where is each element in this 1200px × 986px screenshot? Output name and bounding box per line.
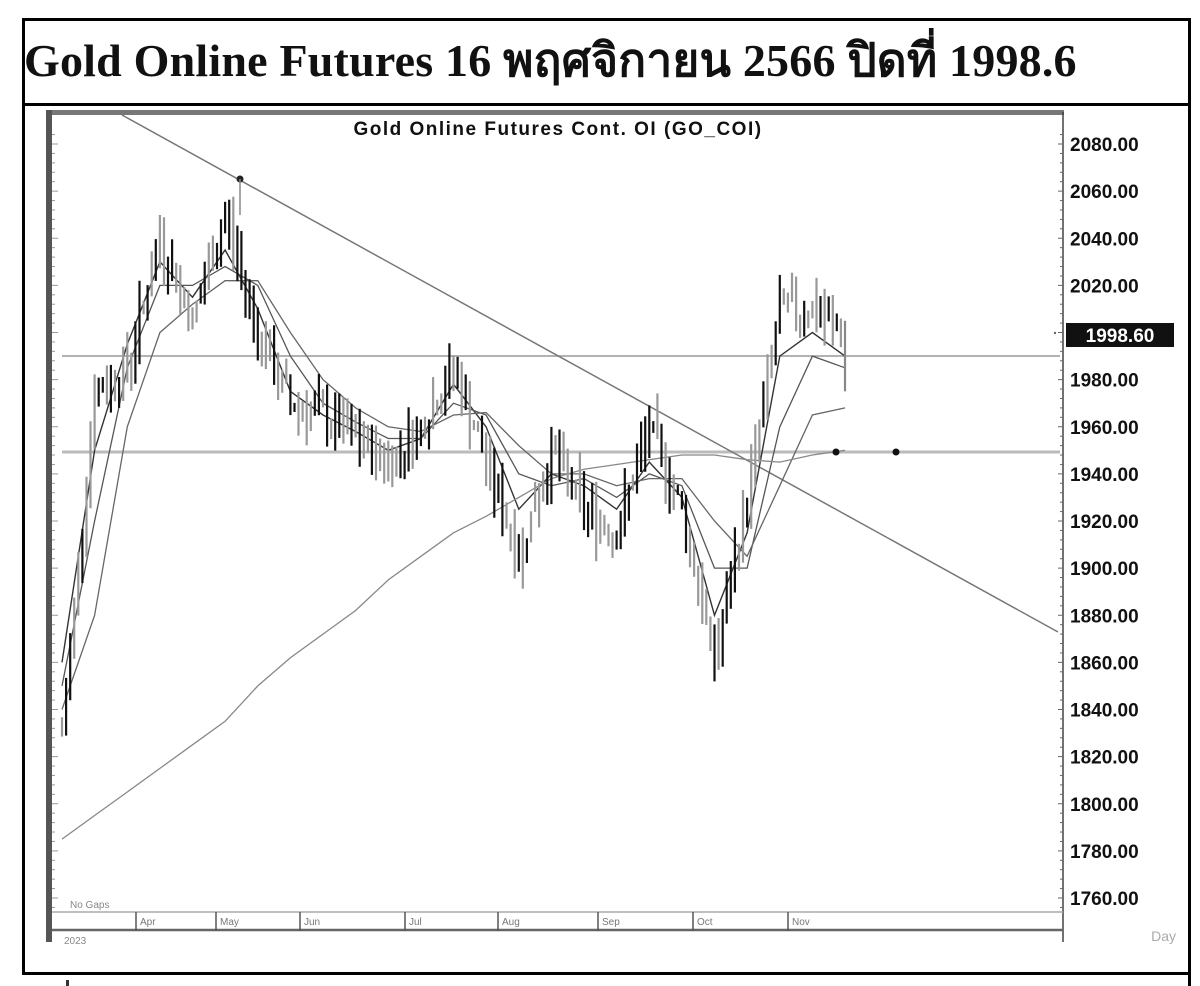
outer-frame	[22, 18, 1188, 975]
y-tick-label: 1860.00	[1070, 653, 1139, 674]
top-axis-bar	[52, 110, 1064, 115]
y-tick-label: 1820.00	[1070, 748, 1139, 769]
support-touch-marker	[832, 448, 840, 456]
last-price-badge	[1066, 323, 1174, 347]
y-tick-label: 2040.00	[1070, 229, 1139, 250]
frame-right-border	[1188, 18, 1191, 986]
y-tick-label: 1940.00	[1070, 465, 1139, 486]
last-price-tick	[1053, 331, 1057, 335]
y-tick-label: 1780.00	[1070, 842, 1139, 863]
y-tick-label: 2060.00	[1070, 182, 1139, 203]
y-tick-label: 1880.00	[1070, 606, 1139, 627]
y-tick-label: 1800.00	[1070, 795, 1139, 816]
left-axis-bar	[46, 110, 52, 942]
y-tick-label: 1840.00	[1070, 701, 1139, 722]
y-axis-labels: 2080.00 2060.00 2040.00 2020.00 1980.00 1960.…	[1070, 135, 1139, 910]
x-tick-label: Sep	[602, 917, 620, 928]
y-tick-label: 1980.00	[1070, 371, 1139, 392]
y-tick-label: 1760.00	[1070, 889, 1139, 910]
title-row	[25, 21, 1188, 106]
x-tick-label: Nov	[792, 917, 810, 928]
x-tick-label: May	[220, 917, 239, 928]
x-tick-label: Aug	[502, 917, 520, 928]
below-frame-mark	[66, 980, 69, 986]
moving-average-line	[61, 280, 846, 710]
left-axis-ticks	[52, 134, 58, 908]
moving-average-line	[61, 449, 846, 840]
x-tick-label: Oct	[697, 917, 713, 928]
y-tick-label: 2020.00	[1070, 276, 1139, 297]
period-label: Day	[1151, 928, 1176, 944]
x-tick-label: Jun	[304, 917, 320, 928]
last-price-label: 1998.60	[1086, 326, 1155, 347]
year-label: 2023	[64, 936, 87, 947]
x-axis-labels: Apr May Jun Jul Aug Sep Oct Nov	[135, 912, 810, 931]
no-gaps-note: No Gaps	[70, 900, 109, 911]
moving-averages	[61, 248, 846, 840]
descending-trendline	[121, 114, 1059, 633]
projection-marker	[892, 448, 900, 456]
right-axis-ticks	[1058, 134, 1063, 908]
y-tick-label: 2080.00	[1070, 135, 1139, 156]
y-tick-label: 1900.00	[1070, 559, 1139, 580]
chart-title: Gold Online Futures Cont. OI (GO_COI)	[353, 119, 762, 140]
ohlc-bars	[60, 196, 847, 737]
x-tick-label: Jul	[409, 917, 422, 928]
moving-average-line	[61, 265, 846, 687]
x-tick-label: Apr	[140, 917, 156, 928]
y-tick-label: 1920.00	[1070, 512, 1139, 533]
y-tick-label: 1960.00	[1070, 418, 1139, 439]
page-title: Gold Online Futures 16 พฤศจิกายน 2566 ปิ…	[24, 35, 1077, 86]
